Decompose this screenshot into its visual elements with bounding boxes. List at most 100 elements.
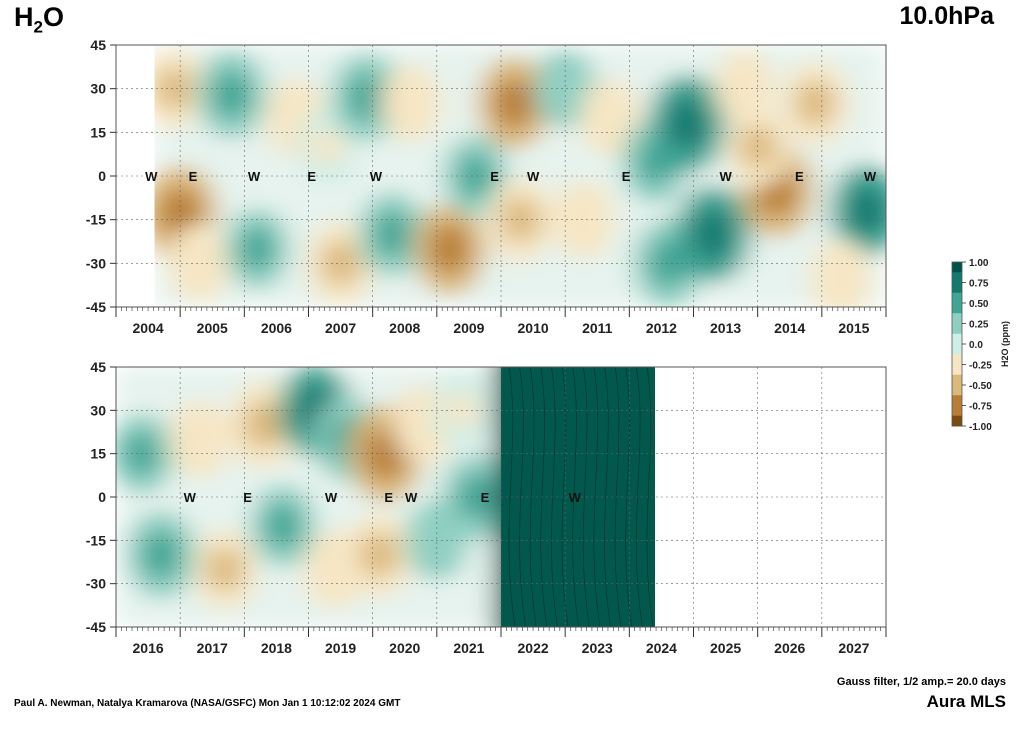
anomaly-core	[156, 66, 191, 111]
anomaly-core	[239, 226, 275, 271]
qbo-phase-label: W	[325, 490, 338, 505]
anomaly-core	[824, 256, 858, 299]
y-tick-label: -30	[86, 576, 106, 592]
y-tick-label: -15	[86, 532, 106, 548]
colorbar-swatch	[952, 385, 962, 396]
colorbar-swatch	[952, 364, 962, 376]
qbo-phase-label: W	[248, 169, 261, 184]
contour-line	[614, 367, 622, 627]
contour-line	[519, 367, 526, 627]
qbo-phase-label: W	[719, 169, 732, 184]
author-credit: Paul A. Newman, Natalya Kramarova (NASA/…	[14, 698, 401, 709]
colorbar-tick-label: 1.00	[969, 258, 989, 269]
x-tick-label: 2023	[582, 640, 613, 656]
colorbar-swatch	[952, 415, 962, 427]
y-tick-label: 0	[98, 168, 106, 184]
qbo-phase-label: W	[184, 490, 197, 505]
x-tick-label: 2010	[518, 320, 549, 336]
anomaly-core	[458, 154, 493, 198]
x-tick-label: 2011	[582, 320, 613, 336]
contour-line	[635, 367, 643, 627]
x-tick-label: 2005	[197, 320, 228, 336]
anomaly-core	[548, 67, 582, 110]
colorbar-swatch	[952, 272, 962, 283]
x-tick-label: 2017	[197, 640, 228, 656]
bottom-panel-2016-2027: 45 30 15 0 -15 -30 -45 2016 2017 2018 2019 2020 2021…	[86, 359, 887, 656]
colorbar-swatch	[952, 323, 962, 335]
anomaly-core	[312, 126, 344, 167]
y-axis: 45 30 15 0 -15 -30 -45	[86, 37, 116, 315]
qbo-phase-label: W	[405, 490, 418, 505]
qbo-phase-label: E	[490, 169, 499, 184]
x-tick-label: 2013	[710, 320, 741, 336]
x-tick-label: 2004	[133, 320, 164, 336]
colorbar-tick-label: 0.75	[969, 279, 989, 290]
x-tick-label: 2015	[838, 320, 869, 336]
qbo-phase-label: E	[481, 490, 490, 505]
anomaly-field	[116, 45, 886, 307]
x-tick-label: 2012	[646, 320, 677, 336]
anomaly-core	[666, 97, 708, 151]
grid	[116, 45, 886, 307]
pressure-level-title: 10.0hPa	[899, 2, 994, 30]
y-axis: 45 30 15 0 -15 -30 -45	[86, 359, 116, 635]
anomaly-core	[183, 418, 216, 461]
x-tick-label: 2016	[133, 640, 164, 656]
qbo-phase-label: E	[243, 490, 252, 505]
grid	[116, 367, 886, 627]
anomaly-core	[142, 530, 180, 579]
x-tick-label: 2018	[261, 640, 292, 656]
colorbar-tick-label: 0.50	[969, 299, 989, 310]
anomaly-core	[457, 474, 494, 520]
contour-line	[529, 367, 537, 627]
anomaly-core	[502, 196, 539, 243]
anomaly-core	[244, 400, 283, 449]
top-panel-2004-2015: 45 30 15 0 -15 -30 -45 2004 2005 2006 2007 2008 2009…	[86, 37, 887, 336]
qbo-phase-label: W	[527, 169, 540, 184]
contour-line	[593, 367, 601, 627]
anomaly-core	[568, 198, 601, 241]
x-tick-label: 2025	[710, 640, 741, 656]
x-tick-label: 2024	[646, 640, 677, 656]
colorbar-swatch	[952, 313, 962, 324]
qbo-phase-label: W	[569, 490, 582, 505]
colorbar-tick-label: 0.0	[969, 340, 983, 351]
x-tick-label: 2027	[838, 640, 869, 656]
y-tick-label: 45	[90, 359, 106, 375]
anomaly-core	[317, 548, 351, 591]
contour-line	[646, 367, 654, 627]
anomaly-core	[183, 242, 216, 285]
anomaly-core	[692, 208, 734, 261]
anomaly-core	[373, 211, 410, 258]
colorbar-swatch	[952, 344, 962, 355]
anomaly-core	[407, 403, 441, 446]
contour-line	[540, 367, 548, 627]
x-tick-label: 2006	[261, 320, 292, 336]
x-tick-label: 2026	[774, 640, 805, 656]
contour-line	[561, 367, 569, 627]
colorbar-tick-label: -0.75	[969, 402, 992, 413]
qbo-phase-label: E	[307, 169, 316, 184]
colorbar: 1.00 0.75 0.50 0.25 0.0 -0.25 -0.50 -0.75 -1.00 H…	[951, 258, 1010, 433]
filter-note: Gauss filter, 1/2 amp.= 20.0 days	[836, 676, 1006, 688]
contour-line	[508, 367, 516, 627]
contour-line	[604, 367, 611, 627]
colorbar-swatch	[952, 292, 962, 304]
anomaly-core	[728, 67, 762, 110]
anomaly-core	[207, 547, 243, 592]
anomaly-core	[394, 82, 428, 125]
colorbar-swatch	[952, 262, 962, 273]
y-tick-label: -30	[86, 255, 106, 271]
anomaly-core	[361, 531, 398, 578]
y-tick-label: 15	[90, 124, 106, 140]
colorbar-swatch	[952, 354, 962, 365]
qbo-phase-label: E	[189, 169, 198, 184]
anomaly-core	[347, 73, 386, 122]
qbo-phase-label: W	[370, 169, 383, 184]
qbo-phase-label: W	[864, 169, 877, 184]
y-tick-label: 30	[90, 402, 106, 418]
x-tick-label: 2021	[453, 640, 484, 656]
x-tick-label: 2009	[453, 320, 484, 336]
contour-line	[625, 367, 633, 627]
